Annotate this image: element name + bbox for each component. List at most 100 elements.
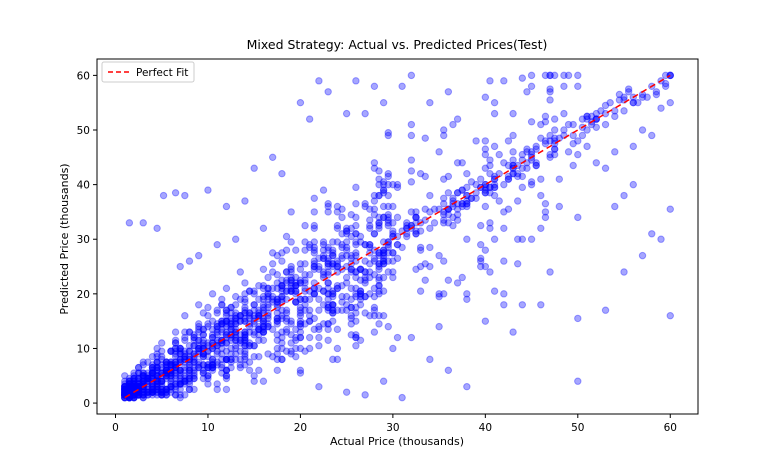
- scatter-point: [379, 180, 388, 189]
- scatter-point: [282, 232, 291, 241]
- scatter-point: [389, 257, 397, 265]
- scatter-point: [393, 240, 402, 249]
- scatter-point: [611, 107, 619, 115]
- scatter-point: [241, 352, 249, 361]
- scatter-point: [241, 339, 249, 347]
- scatter-point: [550, 126, 559, 134]
- scatter-point: [125, 385, 134, 394]
- scatter-point: [477, 221, 485, 230]
- scatter-point: [301, 246, 309, 254]
- scatter-point: [509, 169, 517, 178]
- scatter-point: [158, 391, 166, 399]
- scatter-point: [176, 393, 184, 402]
- scatter-point: [176, 344, 184, 353]
- scatter-point: [583, 112, 591, 121]
- scatter-point: [236, 355, 245, 364]
- scatter-point: [324, 246, 332, 254]
- scatter-point: [490, 235, 499, 243]
- scatter-point: [384, 216, 392, 224]
- scatter-point: [195, 328, 203, 336]
- scatter-point: [190, 372, 198, 380]
- scatter-point: [509, 328, 517, 336]
- scatter-point: [375, 281, 383, 290]
- scatter-point: [481, 262, 490, 271]
- scatter-point: [204, 361, 212, 369]
- scatter-point: [310, 265, 318, 273]
- scatter-point: [255, 309, 263, 317]
- scatter-point: [338, 298, 346, 306]
- scatter-point: [329, 249, 337, 257]
- scatter-point: [416, 243, 425, 252]
- scatter-point: [352, 240, 360, 249]
- scatter-point: [319, 301, 328, 309]
- scatter-point: [236, 336, 245, 344]
- scatter-point: [504, 137, 513, 145]
- scatter-point: [171, 352, 180, 361]
- scatter-point: [375, 260, 383, 268]
- scatter-point: [310, 249, 318, 257]
- scatter-point: [259, 224, 268, 233]
- scatter-point: [546, 85, 554, 93]
- scatter-point: [398, 393, 406, 402]
- scatter-point: [250, 372, 258, 380]
- scatter-point: [282, 276, 291, 284]
- scatter-point: [121, 388, 129, 396]
- scatter-point: [171, 358, 180, 366]
- scatter-point: [342, 279, 351, 287]
- scatter-point: [463, 197, 471, 205]
- scatter-point: [379, 213, 388, 222]
- scatter-point: [148, 363, 157, 372]
- scatter-point: [125, 380, 134, 388]
- scatter-point: [125, 377, 134, 385]
- scatter-point: [375, 221, 383, 230]
- scatter-point: [185, 257, 194, 265]
- scatter-point: [379, 178, 388, 186]
- scatter-point: [426, 355, 434, 364]
- scatter-point: [324, 262, 332, 271]
- scatter-point: [379, 202, 388, 211]
- scatter-point: [259, 306, 268, 314]
- scatter-point: [292, 333, 300, 342]
- scatter-point: [204, 363, 212, 372]
- scatter-point: [148, 366, 157, 375]
- scatter-point: [537, 120, 545, 129]
- scatter-point: [181, 377, 189, 385]
- scatter-point: [342, 388, 351, 396]
- scatter-point: [375, 180, 383, 189]
- scatter-point: [384, 249, 392, 257]
- scatter-point: [342, 292, 351, 301]
- scatter-point: [148, 369, 157, 377]
- scatter-point: [153, 350, 161, 358]
- scatter-point: [352, 333, 360, 342]
- scatter-point: [449, 221, 457, 230]
- scatter-point: [532, 142, 540, 151]
- scatter-point: [158, 377, 166, 385]
- scatter-point: [282, 325, 291, 334]
- scatter-point: [375, 249, 383, 257]
- scatter-point: [213, 361, 221, 369]
- scatter-point: [384, 243, 392, 252]
- scatter-point: [222, 366, 231, 375]
- scatter-point: [477, 254, 485, 263]
- scatter-point: [204, 303, 212, 312]
- scatter-point: [195, 344, 203, 353]
- scatter-point: [245, 342, 254, 350]
- scatter-point: [342, 251, 351, 260]
- scatter-point: [125, 382, 134, 391]
- scatter-point: [403, 219, 411, 227]
- x-tick-label: 10: [201, 422, 214, 434]
- scatter-point: [292, 352, 300, 361]
- scatter-point: [481, 150, 490, 159]
- scatter-point: [222, 366, 231, 375]
- scatter-point: [264, 284, 272, 293]
- scatter-point: [222, 355, 231, 364]
- scatter-point: [652, 88, 661, 96]
- scatter-point: [250, 328, 258, 336]
- scatter-point: [181, 372, 189, 380]
- scatter-point: [370, 159, 379, 167]
- scatter-point: [245, 342, 254, 350]
- scatter-point: [384, 129, 392, 137]
- scatter-point: [273, 298, 281, 306]
- scatter-point: [241, 350, 249, 358]
- scatter-point: [305, 243, 314, 252]
